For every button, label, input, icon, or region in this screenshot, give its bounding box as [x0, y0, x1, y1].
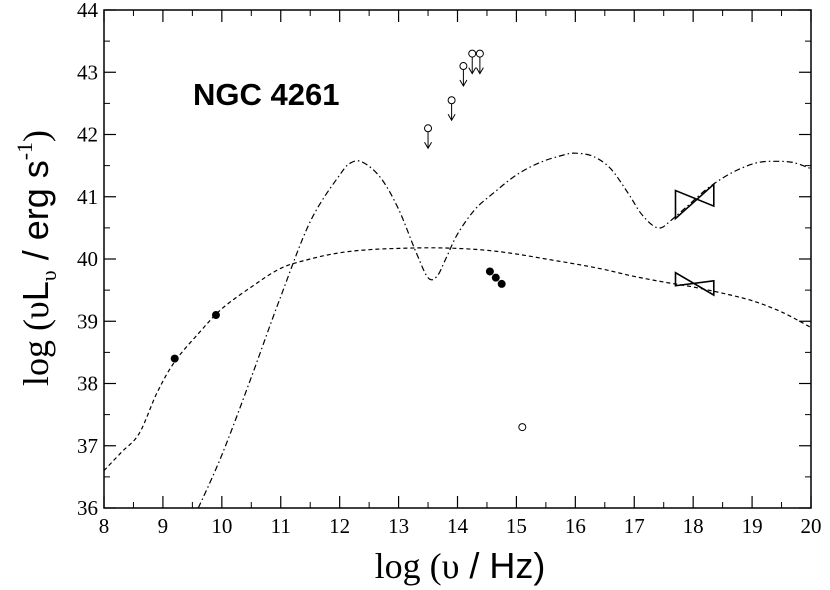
y-axis-title-exp: -1 [12, 142, 37, 160]
x-tick-label: 8 [99, 514, 110, 538]
x-tick-label: 13 [388, 514, 409, 538]
y-tick-label: 39 [77, 309, 98, 333]
tick-labels: 8 9 10 11 12 13 14 15 16 17 18 19 20 36 37 38 39 40 41 42 43… [77, 0, 822, 538]
y-tick-label: 41 [77, 185, 98, 209]
upper-limit-arrowhead [475, 67, 484, 75]
upper-limit-arrowhead [459, 79, 468, 88]
data-point-filled [485, 267, 494, 276]
x-tick-label: 17 [624, 514, 645, 538]
y-axis-title-prefix: log ( [16, 319, 56, 386]
upper-limit-marker [424, 124, 433, 150]
upper-limit-marker [447, 96, 456, 122]
x-tick-label: 14 [447, 514, 469, 538]
y-axis-title-unit: / erg s [15, 160, 56, 270]
upper-limit-arrowhead [468, 67, 477, 75]
x-tick-label: 16 [565, 514, 586, 538]
x-tick-label: 10 [211, 514, 232, 538]
y-axis-title-close: ) [16, 130, 56, 142]
annotation-label: NGC 4261 [193, 77, 339, 112]
data-point-filled [497, 279, 506, 288]
upper-limit-circle [447, 96, 456, 105]
y-axis-title-symbol: υ [16, 301, 56, 319]
bowtie-2 [674, 271, 715, 297]
x-tick-label: 12 [329, 514, 350, 538]
x-axis-title-symbol: υ [442, 546, 460, 586]
upper-limit-marker [468, 49, 477, 75]
y-axis-title-main: L [15, 281, 56, 301]
data-point-filled [491, 273, 500, 282]
y-tick-label: 38 [77, 372, 98, 396]
y-axis-title: log (υLυ / erg s-1) [12, 130, 61, 386]
upper-limit-arrowhead [424, 142, 432, 150]
y-tick-label: 40 [77, 247, 98, 271]
y-tick-label: 44 [77, 0, 99, 22]
upper-limit-arrowhead [447, 114, 456, 122]
y-tick-label: 42 [77, 123, 98, 147]
x-tick-label: 11 [271, 514, 291, 538]
x-tick-label: 20 [801, 514, 822, 538]
data-point-open [518, 423, 527, 432]
plot-area [104, 49, 811, 508]
x-axis-title: log (υ / Hz) [375, 545, 546, 586]
x-tick-label: 9 [158, 514, 169, 538]
x-axis-title-suffix: / Hz) [459, 545, 545, 586]
x-tick-label: 15 [506, 514, 527, 538]
x-axis-title-prefix: log ( [375, 546, 442, 586]
upper-limit-circle [468, 49, 477, 58]
y-axis-title-sub: υ [36, 270, 61, 281]
dashed-model-curve [104, 247, 811, 472]
bowtie-1 [674, 182, 715, 221]
y-tick-label: 37 [77, 434, 98, 458]
y-tick-label: 43 [77, 60, 98, 84]
data-point-filled [211, 311, 220, 320]
upper-limit-marker [459, 62, 468, 88]
x-tick-label: 18 [683, 514, 704, 538]
upper-limit-circle [459, 62, 468, 71]
x-tick-label: 19 [742, 514, 763, 538]
dash-dot-model-curve [197, 152, 811, 508]
upper-limit-circle [424, 124, 433, 133]
upper-limit-marker [475, 49, 484, 75]
y-tick-label: 36 [77, 496, 98, 520]
upper-limit-circle [475, 49, 484, 58]
data-point-filled [170, 354, 179, 363]
plot-frame [103, 9, 812, 509]
